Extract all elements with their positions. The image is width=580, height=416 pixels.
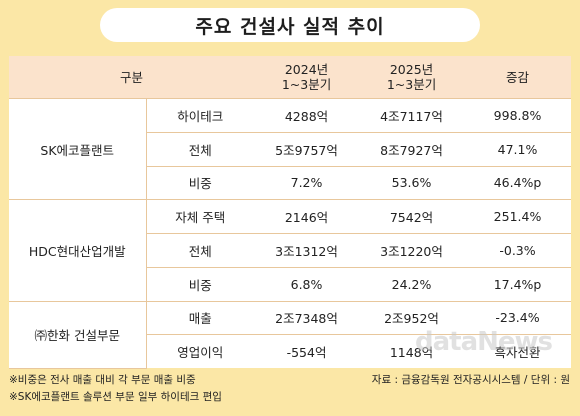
table-row: 비중 6.8% 24.2% 17.4%p (9, 267, 572, 302)
change-cell: -23.4% (464, 301, 572, 336)
table-row: HDC현대산업개발 자체 주택 2146억 7542억 251.4% (9, 199, 572, 302)
change-cell: 46.4%p (464, 166, 572, 201)
value-2024-cell: 7.2% (254, 166, 360, 201)
value-2025-cell: 2조952억 (359, 301, 465, 336)
company-cell: SK에코플랜트 (9, 98, 147, 201)
company-cell: ㈜한화 건설부문 (9, 301, 147, 369)
value-2024-cell: 2조7348억 (254, 301, 360, 336)
change-cell: 흑자전환 (494, 345, 541, 361)
item-cell: 비중 (146, 166, 255, 201)
datanews-watermark: dataNews (415, 327, 553, 357)
value-2025-cell: 8조7927억 (359, 132, 465, 167)
table-row: ㈜한화 건설부문 매출 2조7348억 2조952억 -23.4% (9, 301, 572, 369)
value-2024-cell: 3조1312억 (254, 233, 360, 268)
item-cell: 영업이익 (177, 345, 224, 361)
change-cell: 998.8% (464, 98, 572, 133)
value-2025-cell: 4조7117억 (359, 98, 465, 133)
value-2025-cell: 24.2% (359, 267, 465, 302)
change-cell: 251.4% (464, 199, 572, 234)
change-cell: 17.4%p (464, 267, 572, 302)
change-cell: -0.3% (464, 233, 572, 268)
company-cell: HDC현대산업개발 (9, 199, 147, 302)
header-2025-period: 1~3분기 (386, 77, 437, 92)
table-row: SK에코플랜트 하이테크 4288억 4조7117억 998.8% (9, 98, 572, 201)
value-2024-cell: 2146억 (254, 199, 360, 234)
table-row: 전체 5조9757억 8조7927억 47.1% (9, 132, 572, 167)
item-cell: 전체 (146, 132, 255, 167)
header-change: 증감 (464, 56, 572, 99)
item-cell: 하이테크 (146, 98, 255, 133)
value-2024-cell: 4288억 (254, 98, 360, 133)
chart-title: 주요 건설사 실적 추이 (100, 8, 480, 42)
value-2025-cell: 7542억 (359, 199, 465, 234)
header-2025: 2025년 1~3분기 (359, 56, 465, 99)
value-2025-cell: 1148억 (389, 345, 434, 361)
table-row: 전체 3조1312억 3조1220억 -0.3% (9, 233, 572, 268)
table-row: 영업이익 -554억 1148억 흑자전환 (9, 335, 571, 369)
value-2025-cell: 3조1220억 (359, 233, 465, 268)
item-cell: 비중 (146, 267, 255, 302)
header-2024-year: 2024년 (284, 62, 329, 77)
table-row: 비중 7.2% 53.6% 46.4%p (9, 166, 572, 201)
header-2025-year: 2025년 (389, 62, 434, 77)
table-header-row: 구분 2024년 1~3분기 2025년 1~3분기 증감 (9, 56, 572, 99)
source-note: 자료 : 금융감독원 전자공시시스템 / 단위 : 원 (371, 374, 570, 386)
item-cell: 전체 (146, 233, 255, 268)
header-2024: 2024년 1~3분기 (254, 56, 360, 99)
title-text: 주요 건설사 실적 추이 (195, 15, 385, 38)
value-2024-cell: 6.8% (254, 267, 360, 302)
value-2025-cell: 53.6% (359, 166, 465, 201)
change-cell: 47.1% (464, 132, 572, 167)
header-category: 구분 (9, 56, 255, 99)
footnote-share: ※비중은 전사 매출 대비 각 부문 매출 비중 (9, 374, 196, 386)
item-cell: 매출 (146, 301, 255, 336)
performance-table: 구분 2024년 1~3분기 2025년 1~3분기 증감 SK에코플랜트 하이… (9, 56, 572, 369)
footnote-sk: ※SK에코플랜트 솔루션 부문 일부 하이테크 편입 (9, 391, 222, 403)
item-cell: 자체 주택 (146, 199, 255, 234)
header-2024-period: 1~3분기 (281, 77, 332, 92)
value-2024-cell: 5조9757억 (254, 132, 360, 167)
value-2024-cell: -554억 (286, 345, 327, 361)
